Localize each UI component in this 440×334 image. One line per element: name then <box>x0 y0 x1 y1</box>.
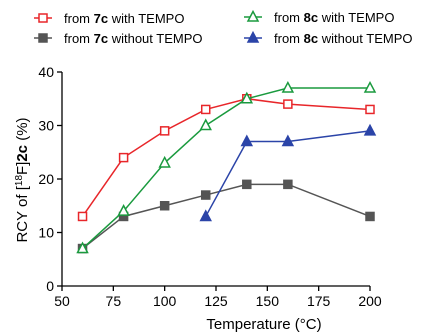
legend-entry-7c-without-tempo: from 7c without TEMPO <box>34 31 203 46</box>
data-point <box>158 155 171 168</box>
data-point <box>200 190 211 200</box>
data-point <box>159 201 170 211</box>
data-point <box>200 104 211 115</box>
y-tick-label: 40 <box>38 64 54 80</box>
data-point <box>242 179 252 190</box>
legend-label: from 8c with TEMPO <box>274 10 394 25</box>
data-point <box>363 80 377 93</box>
series <box>77 179 375 254</box>
data-point <box>283 99 293 109</box>
y-tick-label: 10 <box>38 225 54 241</box>
series-line <box>82 87 370 250</box>
legend: from 7c with TEMPO from 7c without TEMPO… <box>34 9 413 46</box>
data-point <box>240 134 254 147</box>
data-point <box>38 13 48 23</box>
legend-label: from 7c without TEMPO <box>64 31 203 46</box>
y-axis-title: RCY of [18F]2c (%) <box>14 117 32 242</box>
data-point <box>76 241 89 254</box>
data-point <box>38 33 48 43</box>
data-point <box>77 211 88 222</box>
data-point <box>365 211 375 222</box>
data-point <box>246 30 260 43</box>
x-tick-label: 100 <box>153 293 177 309</box>
x-tick-label: 175 <box>307 293 331 309</box>
y-tick-label: 30 <box>38 118 54 134</box>
legend-label: from 7c with TEMPO <box>64 11 184 26</box>
data-point <box>283 179 293 190</box>
x-tick-label: 50 <box>54 293 70 309</box>
data-point <box>281 80 295 93</box>
x-tick-label: 150 <box>256 293 280 309</box>
series-line <box>205 130 371 217</box>
data-point <box>246 9 260 22</box>
data-point <box>118 152 129 163</box>
x-tick-label: 200 <box>358 293 382 309</box>
series <box>77 94 375 222</box>
series-group <box>76 80 377 254</box>
series <box>199 123 377 222</box>
data-point <box>365 104 375 115</box>
legend-marker <box>246 9 260 22</box>
data-point <box>281 134 295 147</box>
y-tick-label: 20 <box>38 171 54 187</box>
legend-entry-8c-without-tempo: from 8c without TEMPO <box>244 30 413 46</box>
x-tick-label: 125 <box>204 293 228 309</box>
legend-entry-7c-with-tempo: from 7c with TEMPO <box>34 11 184 26</box>
data-point <box>199 118 212 131</box>
y-tick-label: 0 <box>46 278 54 294</box>
x-axis-title: Temperature (°C) <box>206 316 321 333</box>
data-point <box>117 203 130 216</box>
data-point <box>199 209 212 222</box>
series <box>76 80 377 254</box>
legend-marker <box>38 13 48 23</box>
x-tick-label: 75 <box>106 293 122 309</box>
legend-marker <box>38 33 48 43</box>
data-point <box>240 91 254 104</box>
data-point <box>363 123 377 136</box>
legend-entry-8c-with-tempo: from 8c with TEMPO <box>244 9 394 25</box>
legend-marker <box>246 30 260 43</box>
legend-label: from 8c without TEMPO <box>274 31 413 46</box>
axes: 50 75 100 125 150 175 200 0 10 20 30 40 <box>38 64 381 309</box>
data-point <box>159 126 170 136</box>
